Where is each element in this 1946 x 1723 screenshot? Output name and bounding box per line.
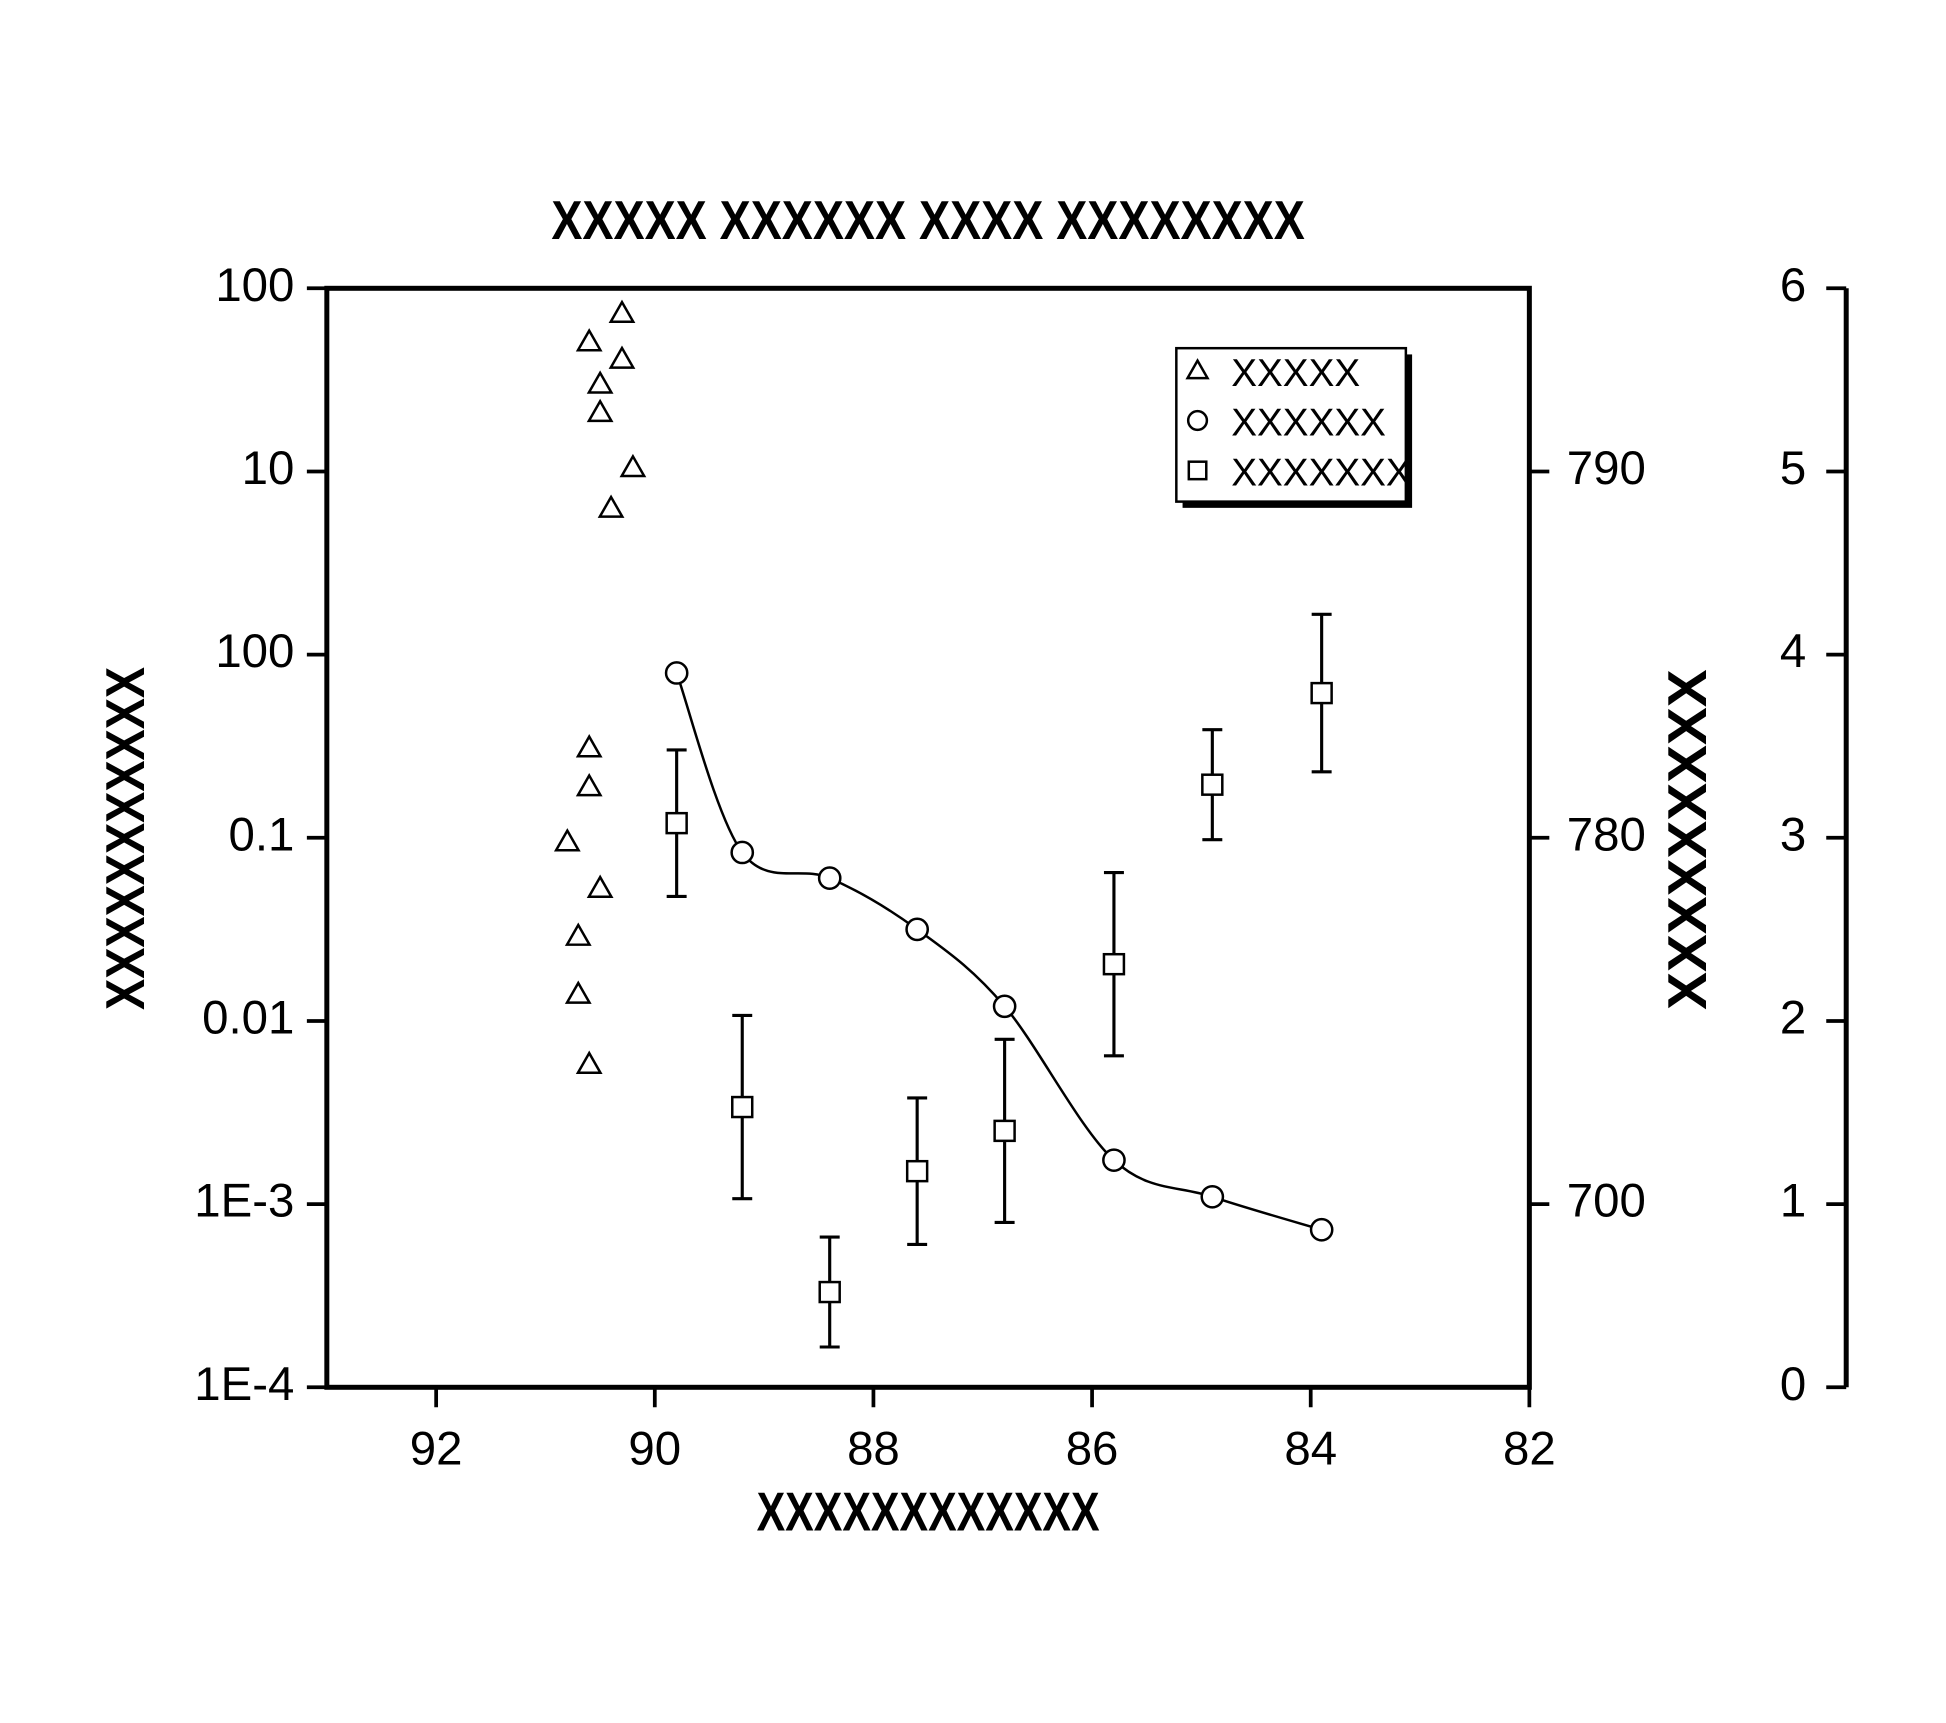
y3-tick-label: 2	[1780, 991, 1806, 1044]
y3-tick-label: 3	[1780, 808, 1806, 861]
y3-tick-label: 1	[1780, 1175, 1806, 1228]
circle-marker	[817, 866, 842, 890]
square-marker	[993, 1119, 1016, 1143]
y2-tick-label: 790	[1567, 442, 1646, 495]
square-marker	[1201, 773, 1224, 796]
y2-tick-label: 780	[1567, 808, 1646, 861]
x-tick-label: 90	[628, 1423, 681, 1476]
y-tick-label: 1E-4	[194, 1358, 294, 1411]
y3-tick-label: 5	[1780, 442, 1806, 495]
square-marker	[1102, 952, 1126, 976]
circle-marker	[664, 661, 689, 685]
legend-box	[1175, 346, 1408, 503]
triangle-marker	[575, 1050, 603, 1074]
y3-tick-label: 0	[1780, 1358, 1806, 1411]
y-tick-label: 100	[215, 625, 294, 678]
legend-label: XXXXX	[1231, 352, 1360, 395]
triangle-marker	[586, 398, 614, 423]
triangle-marker	[575, 772, 603, 797]
y-axis-label: XXXXXXXXXXX	[94, 667, 156, 1010]
triangle-marker	[619, 453, 647, 478]
x-tick-label: 84	[1284, 1423, 1337, 1476]
y-tick-label: 0.1	[229, 808, 295, 861]
x-tick-label: 92	[410, 1423, 463, 1476]
square-marker	[1310, 681, 1333, 705]
y3-tick-label: 6	[1780, 259, 1806, 312]
triangle-marker	[575, 328, 603, 352]
fit-line	[675, 672, 1323, 1231]
x-tick-label: 82	[1503, 1423, 1556, 1476]
triangle-marker	[553, 828, 581, 852]
square-marker	[905, 1159, 929, 1183]
triangle-marker	[597, 494, 625, 518]
y-tick-label: 10	[242, 442, 295, 495]
y-tick-label: 100	[215, 259, 294, 312]
x-axis-label: XXXXXXXXXXXX	[757, 1480, 1100, 1542]
triangle-marker	[608, 345, 636, 369]
square-marker	[665, 811, 688, 835]
square-marker	[818, 1280, 841, 1304]
circle-marker	[730, 840, 755, 865]
legend-marker	[1187, 460, 1208, 481]
circle-marker	[905, 917, 930, 942]
circle-marker	[1200, 1184, 1225, 1209]
triangle-marker	[564, 922, 592, 946]
legend-marker	[1186, 409, 1209, 432]
square-marker	[731, 1095, 754, 1119]
triangle-marker	[564, 980, 592, 1004]
legend-marker	[1185, 358, 1210, 380]
y2-axis-label: XXXXXXXXX	[1656, 669, 1718, 1010]
triangle-marker	[575, 734, 603, 758]
y-tick-label: 0.01	[202, 991, 294, 1044]
circle-marker	[1309, 1217, 1334, 1242]
chart-title: XXXXX XXXXXX XXXX XXXXXXXX	[551, 189, 1305, 251]
y-tick-label: 1E-3	[194, 1175, 294, 1228]
triangle-marker	[608, 299, 636, 324]
y3-tick-label: 4	[1780, 625, 1806, 678]
triangle-marker	[586, 874, 614, 898]
legend-label: XXXXXX	[1231, 402, 1386, 445]
circle-marker	[992, 994, 1017, 1019]
circle-marker	[1102, 1148, 1126, 1173]
triangle-marker	[586, 370, 614, 394]
legend-label: XXXXXXX	[1231, 452, 1411, 495]
y2-tick-label: 700	[1567, 1175, 1646, 1228]
x-tick-label: 88	[847, 1423, 900, 1476]
x-tick-label: 86	[1066, 1423, 1119, 1476]
